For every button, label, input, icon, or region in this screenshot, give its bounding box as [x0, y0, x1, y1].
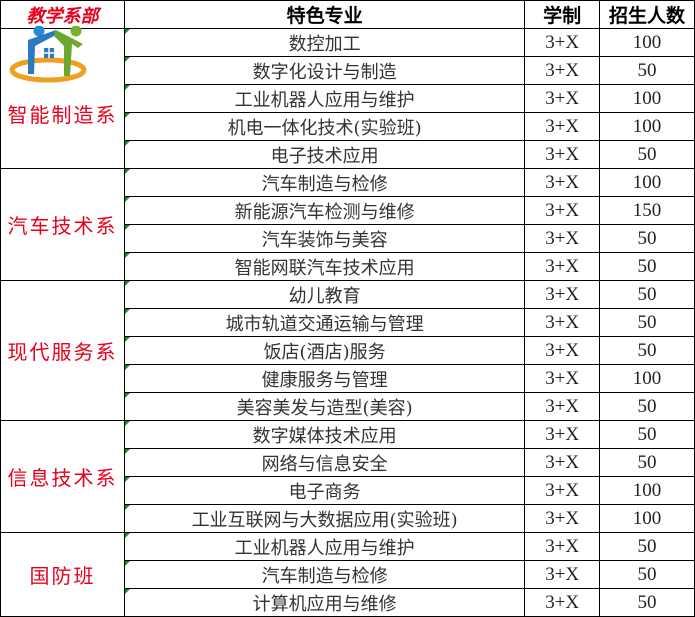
table-row: 工业互联网与大数据应用(实验班) 3+X 100 — [1, 504, 695, 533]
duration: 3+X — [524, 392, 601, 421]
major-name: 机电一体化技术(实验班) — [123, 112, 526, 141]
major-name: 美容美发与造型(美容) — [123, 392, 526, 421]
duration: 3+X — [524, 476, 601, 505]
header-row: 教学系部 特色专业 学制 招生人数 — [0, 0, 695, 29]
enrollment-count: 50 — [599, 224, 695, 253]
table-row: 智能制造系 数控加工 3+X 100 — [0, 28, 695, 169]
table-row: 计算机应用与维修 3+X 50 — [1, 588, 695, 617]
major-name: 数控加工 — [123, 28, 526, 57]
enrollment-count: 100 — [599, 504, 695, 533]
department-name: 汽车技术系 — [0, 168, 125, 281]
enrollment-count: 50 — [599, 532, 695, 561]
duration: 3+X — [524, 112, 601, 141]
enrollment-count: 50 — [599, 308, 695, 337]
enrollment-count: 100 — [599, 28, 695, 57]
table-row: 饭店(酒店)服务 3+X 50 — [1, 336, 695, 365]
department-name: 智能制造系 — [0, 28, 125, 169]
enrollment-count: 50 — [599, 252, 695, 281]
duration: 3+X — [524, 504, 601, 533]
department-name: 现代服务系 — [0, 280, 125, 421]
duration: 3+X — [524, 420, 601, 449]
enrollment-count: 50 — [599, 420, 695, 449]
major-name: 计算机应用与维修 — [123, 588, 526, 617]
table-row: 美容美发与造型(美容) 3+X 50 — [1, 392, 695, 421]
table-row: 电子技术应用 3+X 50 — [1, 140, 695, 169]
major-name: 汽车制造与检修 — [123, 560, 526, 589]
enrollment-count: 50 — [599, 280, 695, 309]
enrollment-count: 50 — [599, 336, 695, 365]
duration: 3+X — [524, 168, 601, 197]
duration: 3+X — [524, 448, 601, 477]
enrollment-count: 50 — [599, 56, 695, 85]
table-row: 新能源汽车检测与维修 3+X 150 — [1, 196, 695, 225]
enrollment-count: 100 — [599, 112, 695, 141]
department-name: 国防班 — [0, 532, 125, 617]
duration: 3+X — [524, 280, 601, 309]
major-name: 网络与信息安全 — [123, 448, 526, 477]
header-enrollment: 招生人数 — [599, 0, 695, 29]
duration: 3+X — [524, 140, 601, 169]
table-row: 智能网联汽车技术应用 3+X 50 — [1, 252, 695, 281]
table-row: 健康服务与管理 3+X 100 — [1, 364, 695, 393]
duration: 3+X — [524, 28, 601, 57]
duration: 3+X — [524, 560, 601, 589]
duration: 3+X — [524, 308, 601, 337]
enrollment-count: 50 — [599, 560, 695, 589]
major-name: 电子技术应用 — [123, 140, 526, 169]
enrollment-count: 50 — [599, 588, 695, 617]
duration: 3+X — [524, 532, 601, 561]
table-row: 信息技术系 数字媒体技术应用 3+X 50 — [0, 420, 695, 533]
enrollment-count: 100 — [599, 168, 695, 197]
major-name: 工业机器人应用与维护 — [123, 84, 526, 113]
table-row: 国防班 工业机器人应用与维护 3+X 50 — [0, 532, 695, 617]
enrollment-count: 50 — [599, 140, 695, 169]
major-name: 幼儿教育 — [123, 280, 526, 309]
major-name: 汽车制造与检修 — [123, 168, 526, 197]
major-name: 饭店(酒店)服务 — [123, 336, 526, 365]
department-name: 信息技术系 — [0, 420, 125, 533]
header-duration: 学制 — [524, 0, 601, 29]
major-name: 工业互联网与大数据应用(实验班) — [123, 504, 526, 533]
table-row: 现代服务系 幼儿教育 3+X 50 — [0, 280, 695, 421]
major-name: 智能网联汽车技术应用 — [123, 252, 526, 281]
major-name: 城市轨道交通运输与管理 — [123, 308, 526, 337]
header-dept: 教学系部 — [0, 0, 125, 29]
major-name: 数字媒体技术应用 — [123, 420, 526, 449]
table-row: 汽车技术系 汽车制造与检修 3+X 100 — [0, 168, 695, 281]
table-row: 城市轨道交通运输与管理 3+X 50 — [1, 308, 695, 337]
enrollment-count: 100 — [599, 364, 695, 393]
duration: 3+X — [524, 56, 601, 85]
duration: 3+X — [524, 364, 601, 393]
major-name: 汽车装饰与美容 — [123, 224, 526, 253]
enrollment-count: 150 — [599, 196, 695, 225]
header-major: 特色专业 — [123, 0, 526, 29]
major-name: 电子商务 — [123, 476, 526, 505]
table-row: 汽车装饰与美容 3+X 50 — [1, 224, 695, 253]
table-row: 数字化设计与制造 3+X 50 — [1, 56, 695, 85]
major-name: 工业机器人应用与维护 — [123, 532, 526, 561]
table-row: 汽车制造与检修 3+X 50 — [1, 560, 695, 589]
duration: 3+X — [524, 336, 601, 365]
table-row: 电子商务 3+X 100 — [1, 476, 695, 505]
major-name: 健康服务与管理 — [123, 364, 526, 393]
duration: 3+X — [524, 196, 601, 225]
duration: 3+X — [524, 252, 601, 281]
duration: 3+X — [524, 588, 601, 617]
duration: 3+X — [524, 84, 601, 113]
house-people-logo-icon — [9, 26, 87, 83]
enrollment-count: 50 — [599, 448, 695, 477]
table-row: 网络与信息安全 3+X 50 — [1, 448, 695, 477]
major-name: 数字化设计与制造 — [123, 56, 526, 85]
enrollment-count: 100 — [599, 84, 695, 113]
major-name: 新能源汽车检测与维修 — [123, 196, 526, 225]
enrollment-count: 100 — [599, 476, 695, 505]
enrollment-count: 50 — [599, 392, 695, 421]
duration: 3+X — [524, 224, 601, 253]
